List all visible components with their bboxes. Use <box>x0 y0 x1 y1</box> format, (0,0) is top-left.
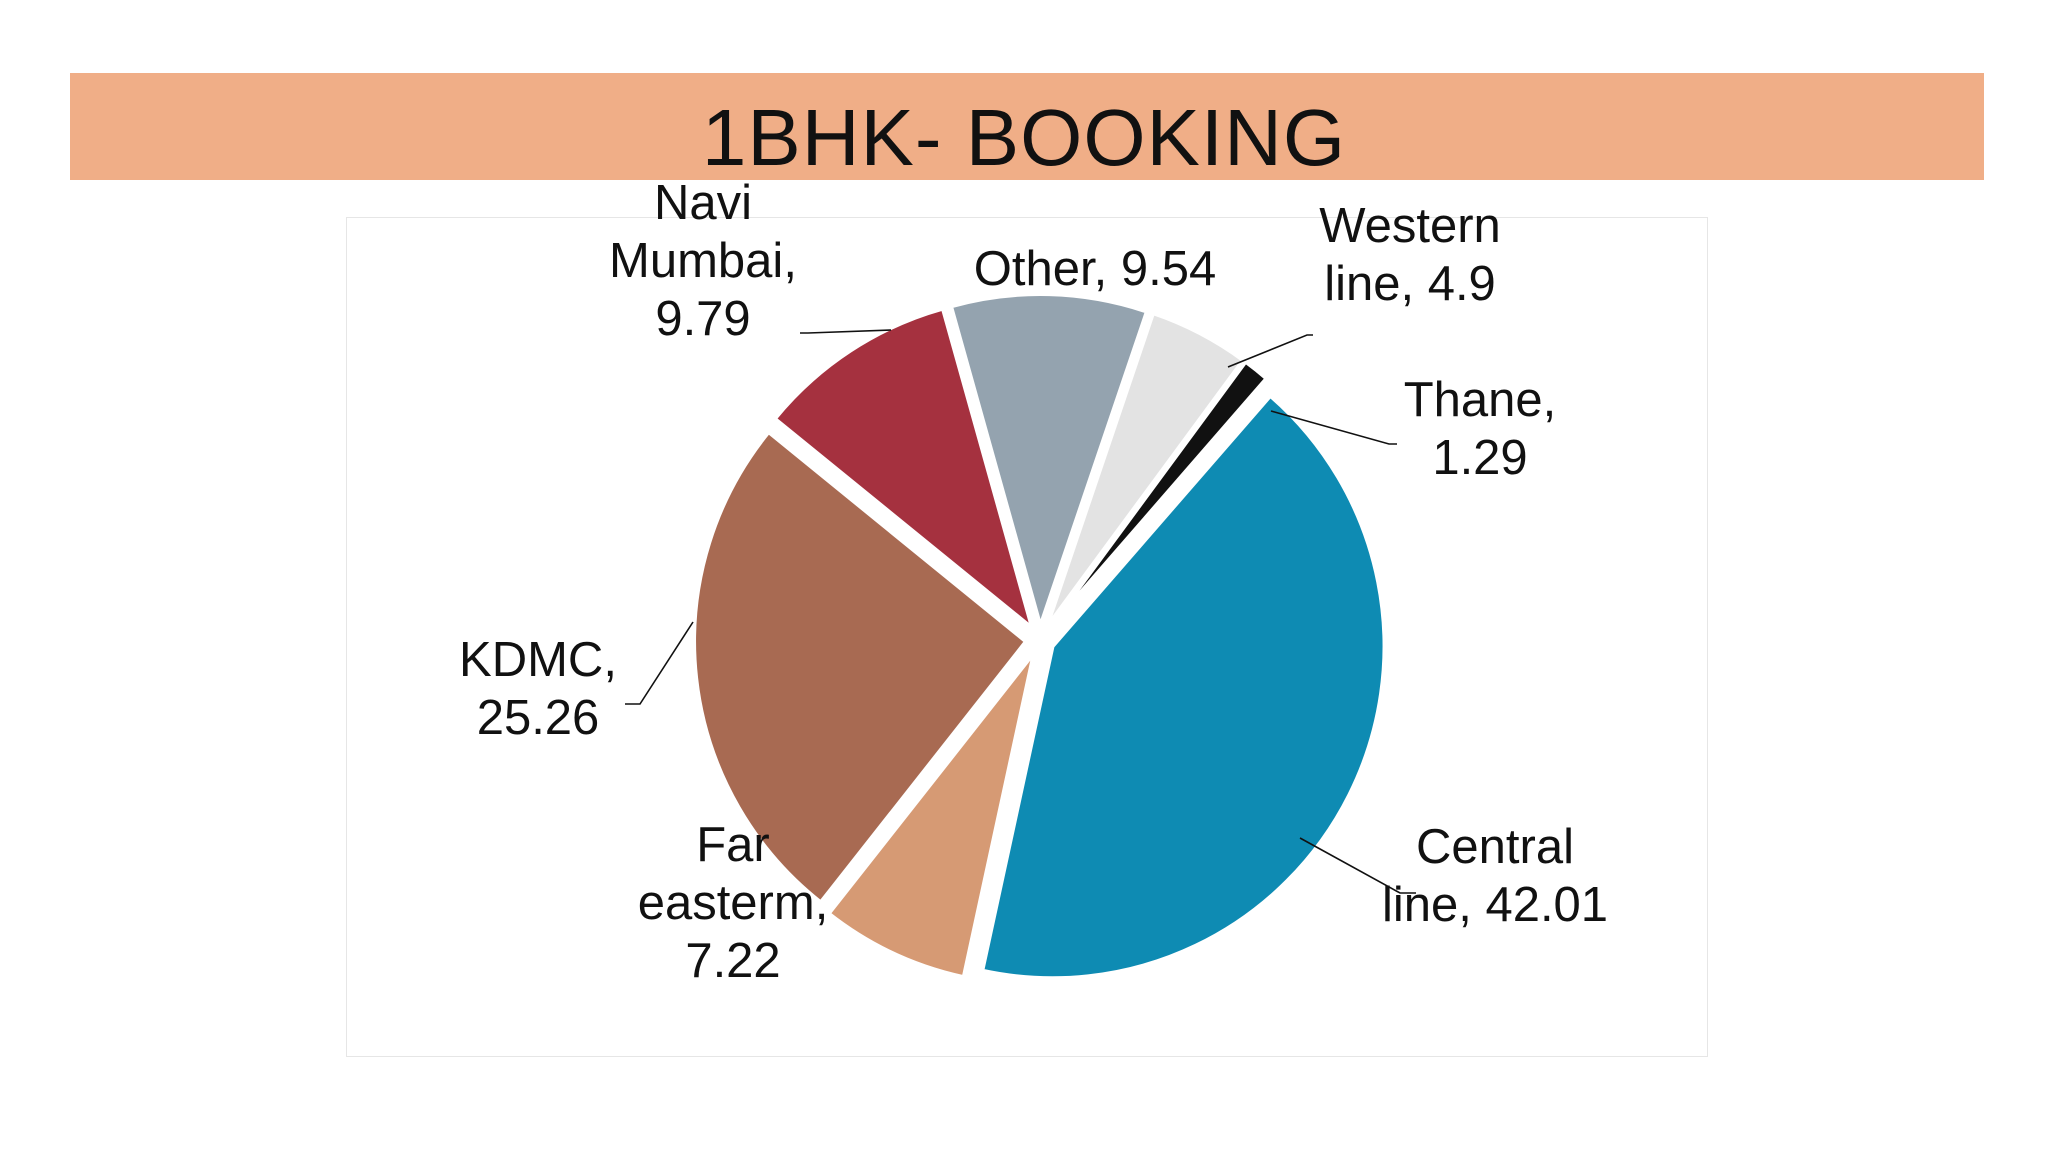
slice-label: Western line, 4.9 <box>1319 199 1501 311</box>
pie-slice-kdmc <box>692 429 1029 906</box>
pie-slice-navi-mumbai <box>771 306 1036 634</box>
slice-label: Other, 9.54 <box>974 242 1216 296</box>
pie-slice-other <box>948 292 1150 633</box>
pie-slice-thane <box>1047 358 1270 631</box>
leader-line <box>625 621 694 705</box>
chart-frame <box>346 217 1708 1057</box>
leader-line <box>1299 837 1416 894</box>
slice-label: Central line, 42.01 <box>1382 820 1608 932</box>
slice-label: Far easterm, 7.22 <box>638 818 829 988</box>
leader-line <box>800 329 892 334</box>
chart-title: 1BHK- BOOKING <box>701 93 1347 182</box>
pie-slice-central-line <box>979 392 1387 981</box>
slice-label: Navi Mumbai, 9.79 <box>609 176 797 346</box>
slice-label: KDMC, 25.26 <box>459 633 617 745</box>
leader-line <box>1227 334 1313 368</box>
slice-label: Thane, 1.29 <box>1404 373 1557 485</box>
pie-slice-far-easterm <box>825 651 1036 980</box>
leader-line <box>1270 410 1397 445</box>
title-band <box>70 73 1984 180</box>
leader-lines <box>625 329 1416 894</box>
pie-slices <box>692 292 1387 981</box>
